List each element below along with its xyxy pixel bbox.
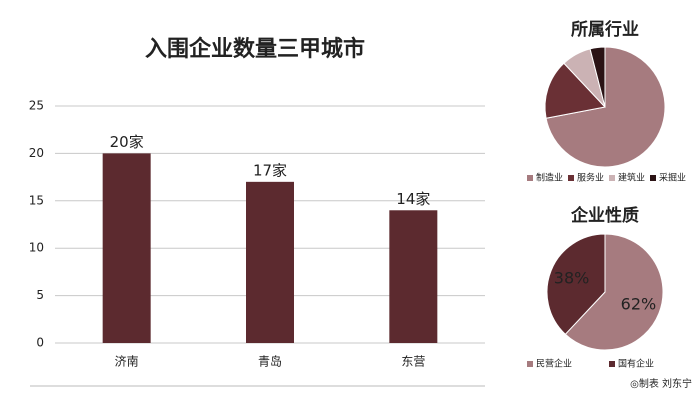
credit: ◎制表 刘东宁	[630, 377, 692, 390]
pie-slice	[564, 233, 664, 351]
value-label: 62%	[621, 295, 657, 314]
x-tick-label: 东营	[401, 355, 425, 369]
legend-swatch	[568, 175, 574, 181]
legend-swatch	[609, 175, 615, 181]
legend-swatch	[527, 361, 533, 367]
pie-slice	[589, 46, 606, 108]
value-label: 20家	[110, 133, 144, 151]
y-tick-label: 25	[29, 99, 44, 113]
y-tick-label: 20	[29, 146, 44, 160]
legend-label: 建筑业	[618, 172, 645, 184]
value-label: 17家	[253, 161, 287, 179]
bar	[102, 153, 151, 343]
chart-title: 所属行业	[571, 19, 639, 40]
y-tick-label: 10	[29, 241, 44, 255]
legend-label: 国有企业	[618, 358, 654, 370]
legend-label: 制造业	[536, 172, 563, 184]
legend-label: 采掘业	[659, 172, 686, 184]
x-tick-label: 青岛	[258, 354, 282, 369]
value-label: 38%	[554, 268, 590, 287]
bar	[389, 210, 438, 343]
pie-slice	[544, 62, 606, 119]
y-tick-label: 5	[36, 288, 44, 302]
x-tick-label: 济南	[115, 354, 139, 369]
y-tick-label: 15	[29, 193, 44, 207]
pie-slice	[546, 233, 606, 335]
y-tick-label: 0	[36, 336, 44, 350]
bar	[246, 181, 294, 343]
legend-swatch	[650, 175, 656, 181]
legend-swatch	[527, 175, 533, 181]
chart-title: 企业性质	[570, 205, 639, 226]
legend-label: 民营企业	[536, 358, 572, 370]
chart-title: 入围企业数量三甲城市	[145, 36, 365, 62]
legend-label: 服务业	[577, 172, 604, 184]
value-label: 14家	[396, 190, 430, 208]
legend-swatch	[609, 361, 615, 367]
